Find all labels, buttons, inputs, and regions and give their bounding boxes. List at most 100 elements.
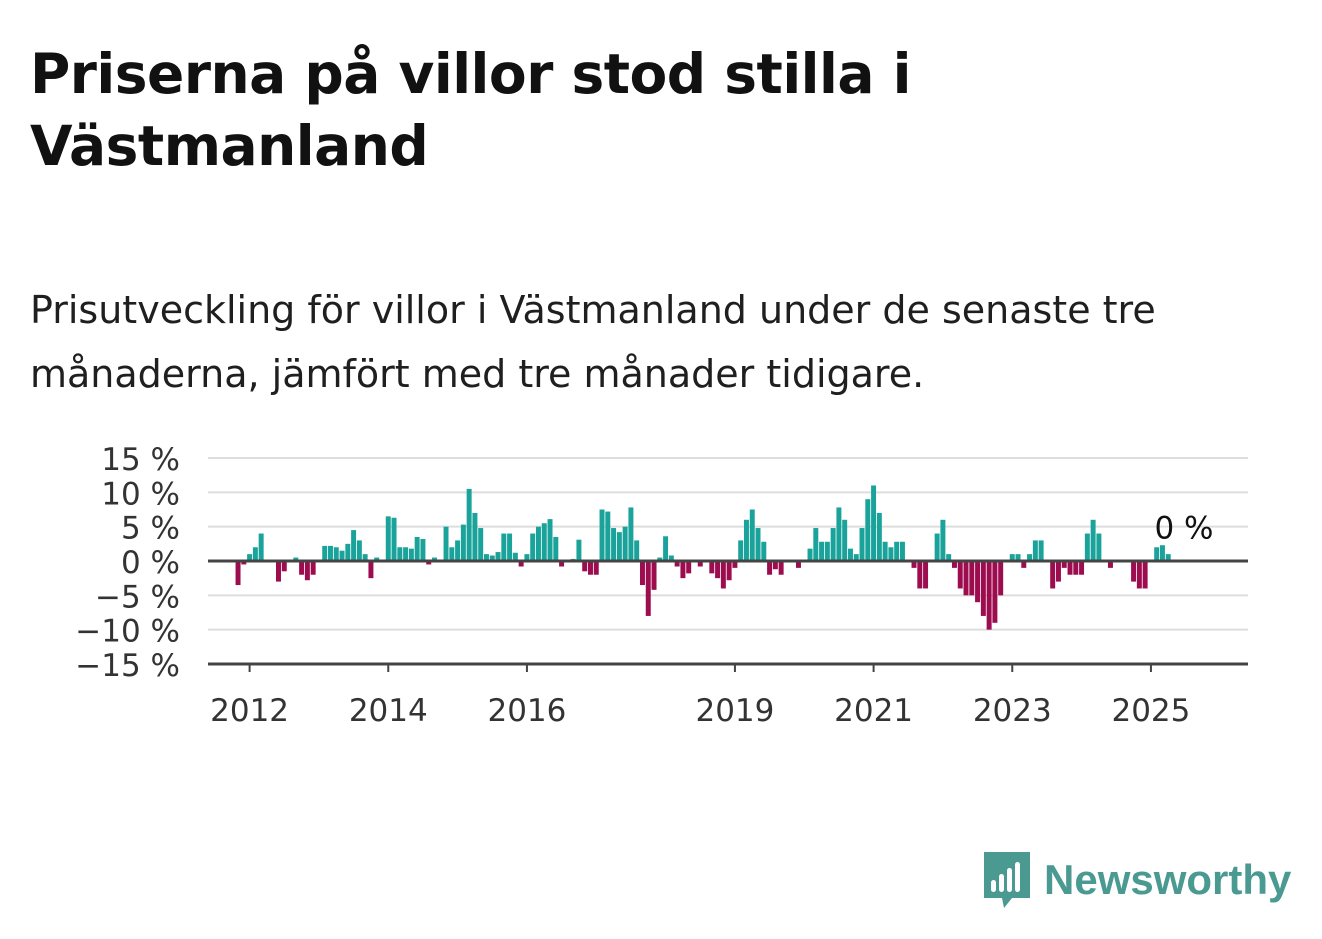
bar <box>518 561 524 567</box>
brand-name: Newsworthy <box>1044 856 1292 903</box>
bar <box>795 561 801 568</box>
bar <box>478 528 484 561</box>
bar <box>276 561 281 582</box>
bar <box>247 554 253 561</box>
bar <box>772 561 778 570</box>
bar <box>587 561 593 575</box>
bar <box>1159 545 1165 561</box>
bar <box>1165 554 1171 561</box>
bar <box>293 557 299 561</box>
bar <box>553 536 559 561</box>
bar <box>507 533 513 561</box>
bar <box>1050 561 1056 589</box>
bar <box>1067 561 1073 575</box>
bar <box>951 561 957 568</box>
x-tick-label: 2016 <box>487 693 566 729</box>
bar <box>1131 561 1137 582</box>
bar <box>1107 561 1113 568</box>
bar <box>807 548 813 561</box>
bar <box>1009 554 1015 561</box>
bar <box>1084 533 1090 561</box>
bar <box>374 557 380 561</box>
bar <box>651 561 657 590</box>
bar <box>281 561 287 572</box>
x-tick-label: 2014 <box>349 693 428 729</box>
bar <box>697 561 703 567</box>
bar <box>310 561 316 575</box>
bar <box>865 499 871 561</box>
bar <box>778 561 784 575</box>
bar <box>345 543 351 561</box>
bar <box>720 561 726 589</box>
bar <box>998 561 1004 596</box>
bar <box>443 526 449 561</box>
bar <box>761 541 767 561</box>
bar <box>524 554 530 561</box>
bar <box>1142 561 1148 589</box>
bar <box>483 554 489 561</box>
bar <box>356 540 362 561</box>
bar <box>1154 547 1160 561</box>
bar <box>882 541 888 561</box>
bar <box>351 530 357 561</box>
bar <box>743 519 749 561</box>
x-tick-label: 2012 <box>210 693 289 729</box>
bar <box>992 561 998 623</box>
last-value-label: 0 % <box>1154 510 1213 546</box>
bar <box>657 557 663 561</box>
bar <box>1061 561 1067 568</box>
bar <box>1027 554 1033 561</box>
bar <box>847 548 853 561</box>
bar <box>726 561 732 581</box>
bar <box>333 547 339 561</box>
bar <box>241 561 247 565</box>
bar <box>1038 540 1044 561</box>
bar <box>1021 561 1027 568</box>
bar <box>894 541 900 561</box>
bar <box>541 523 547 561</box>
bar <box>824 541 830 561</box>
bar <box>582 561 588 572</box>
bar <box>813 528 819 561</box>
bar <box>339 550 345 561</box>
bar <box>304 561 310 581</box>
bar <box>391 517 397 561</box>
bar <box>501 533 507 561</box>
annotations: 0 % <box>1154 510 1213 546</box>
y-tick-label: 10 % <box>101 476 180 512</box>
y-axis-ticks: 15 %10 %5 %0 %−5 %−10 %−15 % <box>75 442 180 684</box>
bar <box>472 512 478 561</box>
bar <box>426 561 432 565</box>
bar <box>680 561 686 579</box>
page-subtitle: Prisutveckling för villor i Västmanland … <box>30 288 1156 396</box>
bar <box>969 561 975 596</box>
bar-chart: 15 %10 %5 %0 %−5 %−10 %−15 % 2012 2014 201… <box>75 442 1248 729</box>
bar <box>1015 554 1021 561</box>
bar <box>455 540 461 561</box>
bar <box>749 509 755 561</box>
bar <box>605 511 611 561</box>
bar <box>460 524 466 561</box>
bar <box>686 561 692 574</box>
bar <box>871 485 877 561</box>
y-tick-label: 15 % <box>101 442 180 478</box>
bar <box>634 540 640 561</box>
bar <box>957 561 963 589</box>
bar <box>715 561 721 579</box>
bar <box>576 539 582 561</box>
bar <box>622 526 628 561</box>
bar <box>767 561 773 575</box>
bar <box>645 561 651 616</box>
bar <box>1032 540 1038 561</box>
bar <box>899 541 905 561</box>
bar <box>593 561 599 575</box>
bar <box>934 533 940 561</box>
x-tick-label: 2025 <box>1111 693 1190 729</box>
bar <box>980 561 986 616</box>
y-tick-label: −10 % <box>75 614 180 650</box>
y-tick-label: 0 % <box>121 545 180 581</box>
bar <box>408 548 414 561</box>
bar <box>466 488 472 561</box>
bar <box>512 552 518 561</box>
bar <box>830 528 836 561</box>
